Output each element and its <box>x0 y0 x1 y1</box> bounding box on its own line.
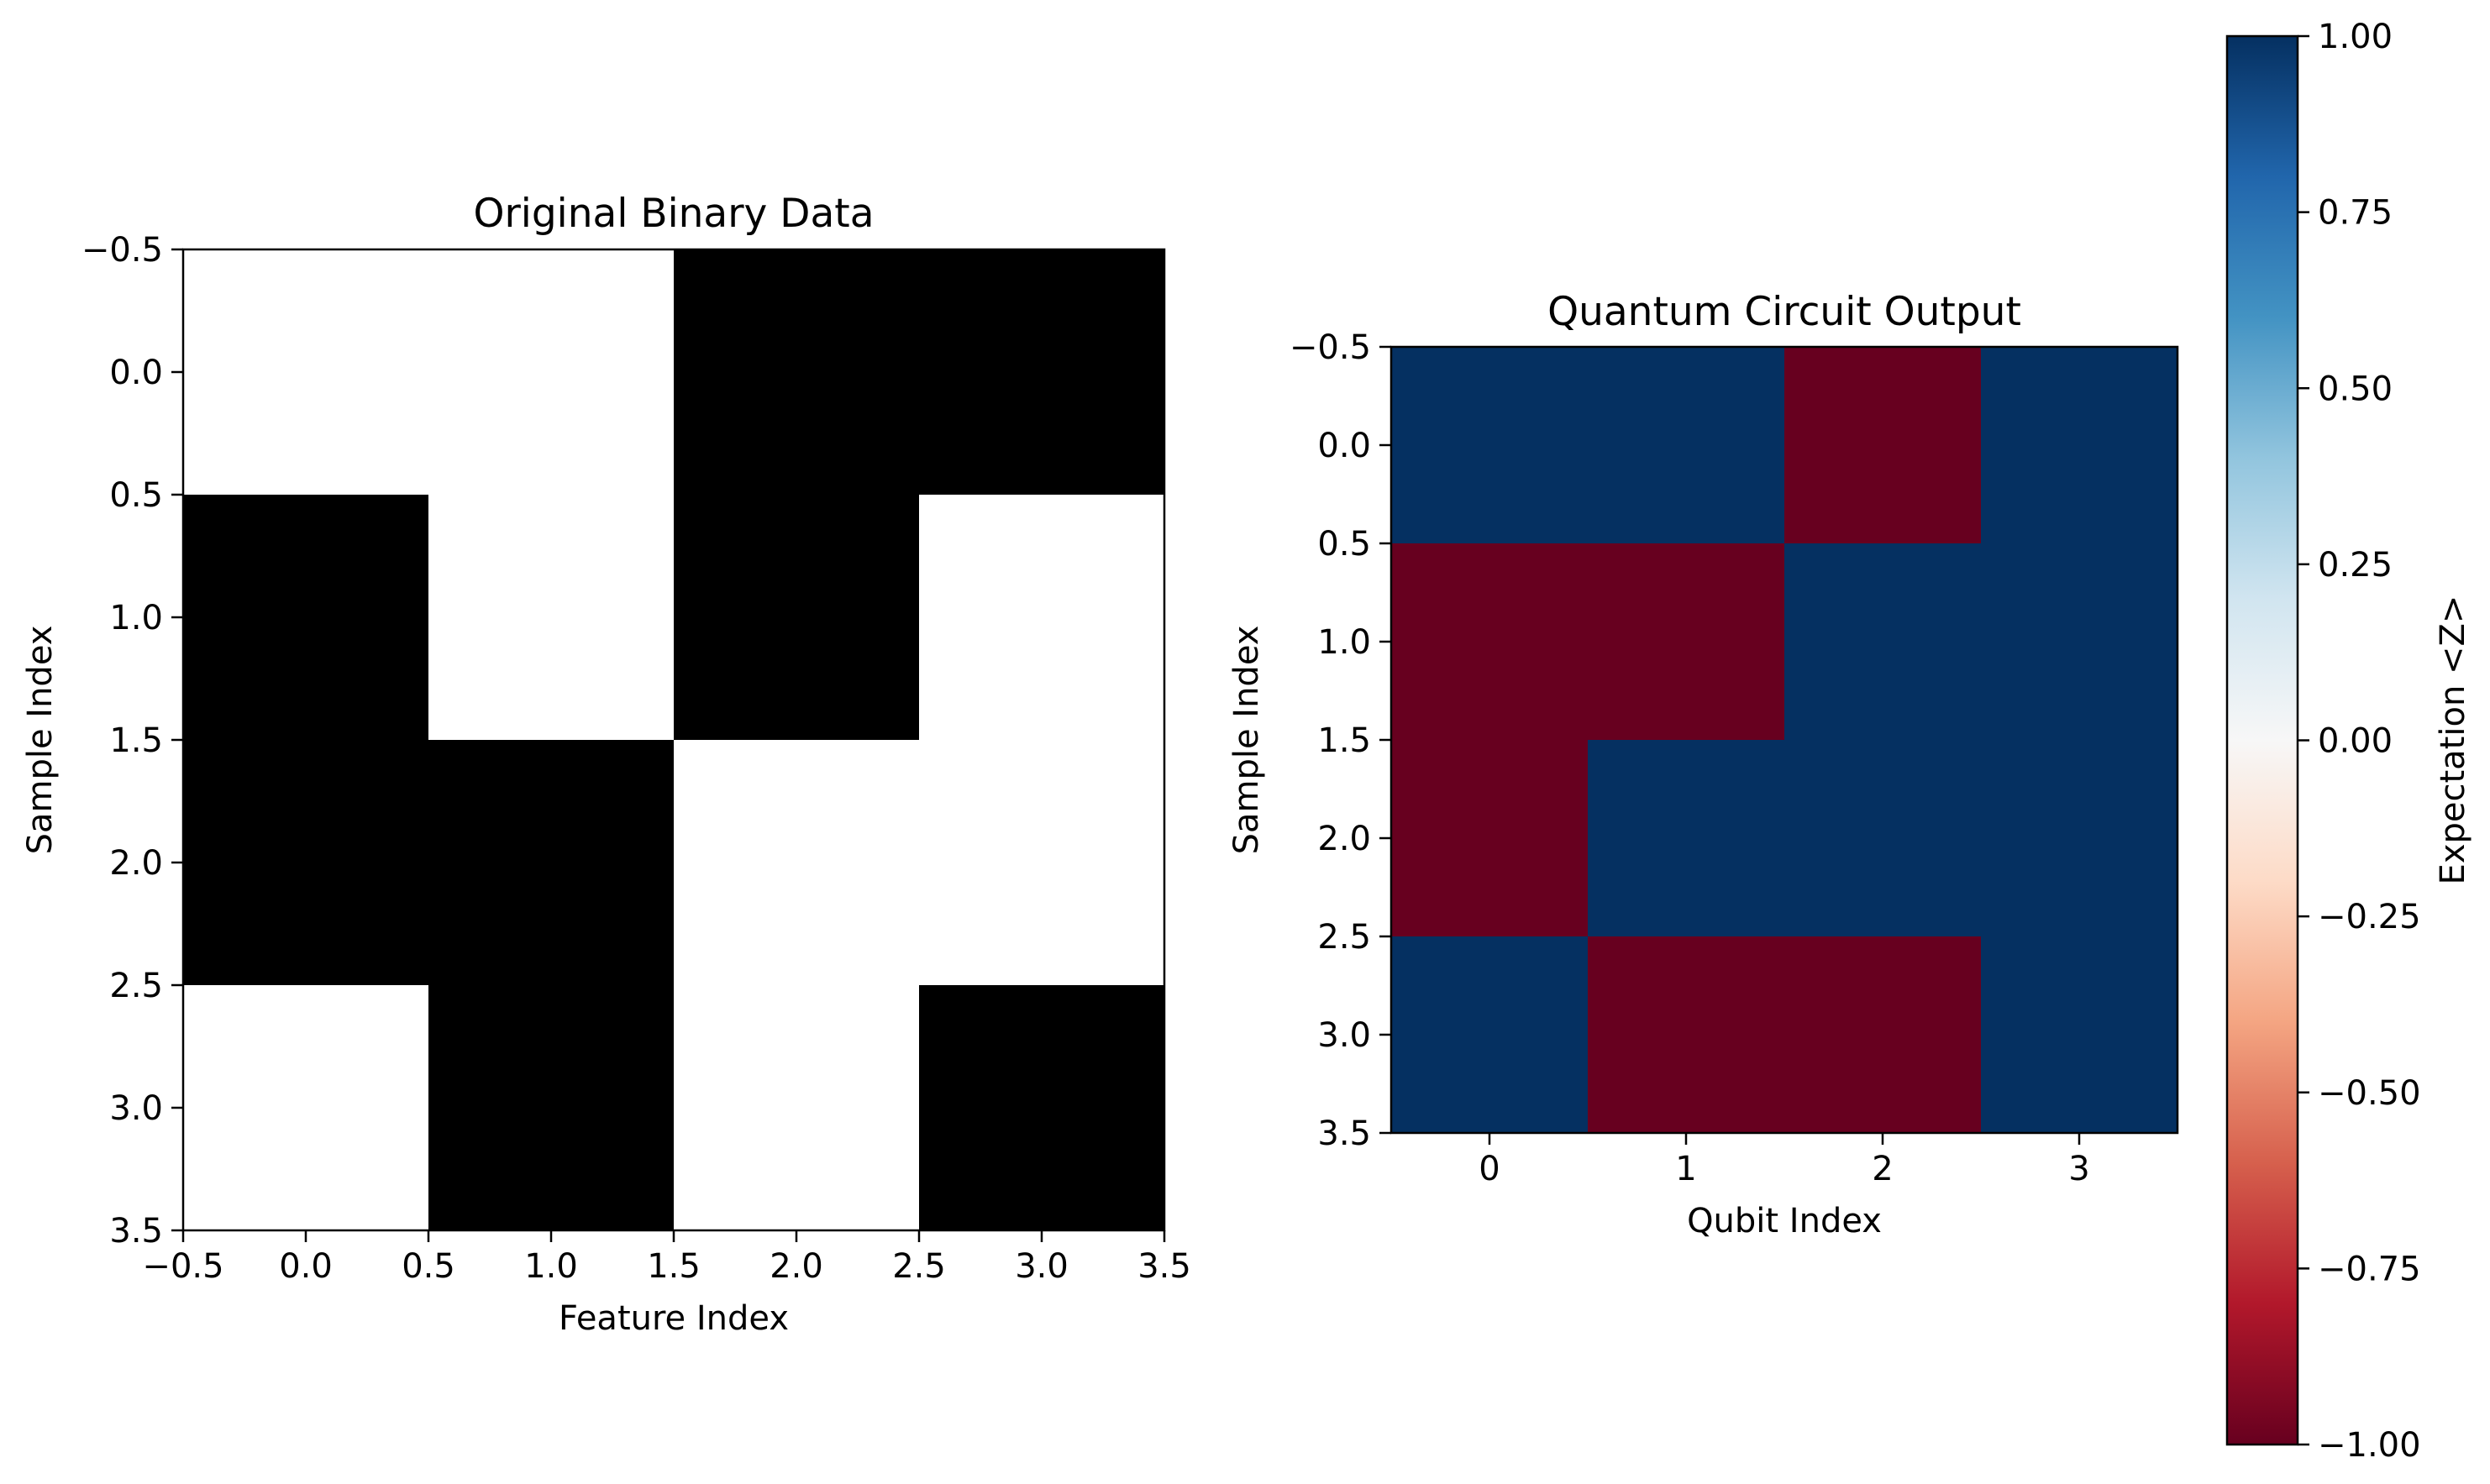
y-tick-label: 1.0 <box>1317 623 1371 662</box>
heatmap-cell <box>1588 936 1785 1134</box>
y-tick-label: −0.5 <box>1290 328 1371 367</box>
x-tick-label: 3.0 <box>1015 1247 1069 1286</box>
colorbar-gradient <box>2225 34 2299 1446</box>
x-tick-label: 2 <box>1872 1150 1893 1188</box>
y-tick-label: 2.5 <box>1317 918 1371 957</box>
heatmap-cell <box>428 985 675 1231</box>
quantum-heatmap-ylabel: Sample Index <box>1227 626 1266 855</box>
colorbar-tick-label: 0.00 <box>2318 722 2393 761</box>
heatmap-cell <box>674 495 920 741</box>
colorbar-tick-label: −0.25 <box>2318 898 2421 936</box>
heatmap-cell <box>1784 347 1982 544</box>
heatmap-cell <box>1784 543 1982 741</box>
heatmap-cell <box>428 495 675 741</box>
heatmap-cell <box>919 495 1165 741</box>
y-tick-label: 2.0 <box>109 844 163 883</box>
x-tick-label: 3.5 <box>1137 1247 1191 1286</box>
heatmap-cell <box>919 740 1165 986</box>
x-tick-label: 0.0 <box>279 1247 333 1286</box>
x-tick-label: 1.0 <box>524 1247 578 1286</box>
x-tick-label: 2.0 <box>770 1247 823 1286</box>
binary-data-heatmap: Original Binary Data −0.5 0.0 0.5 1.0 1.5 2.0… <box>21 191 1191 1338</box>
x-tick-label: 1.5 <box>647 1247 701 1286</box>
colorbar-tick-label: −0.75 <box>2318 1250 2421 1288</box>
colorbar-tick-label: 1.00 <box>2318 18 2393 56</box>
y-tick-label: 1.5 <box>109 721 163 760</box>
colorbar-tick-label: −0.50 <box>2318 1074 2421 1113</box>
colorbar-tick-label: 0.50 <box>2318 370 2393 408</box>
heatmap-cell <box>1391 936 1589 1134</box>
y-tick-label: 3.0 <box>1317 1016 1371 1055</box>
y-tick-label: −0.5 <box>81 231 163 270</box>
heatmap-cell <box>1784 740 1982 937</box>
y-tick-label: 3.5 <box>109 1212 163 1251</box>
colorbar-tick-label: −1.00 <box>2318 1426 2421 1465</box>
heatmap-cell <box>183 249 429 496</box>
y-tick-label: 0.0 <box>1317 427 1371 465</box>
x-tick-label: −0.5 <box>142 1247 223 1286</box>
y-tick-label: 3.0 <box>109 1089 163 1128</box>
heatmap-cell <box>674 985 920 1231</box>
x-tick-label: 3 <box>2068 1150 2089 1188</box>
heatmap-cell <box>1981 347 2178 544</box>
colorbar: 1.00 0.75 0.50 0.25 0.00 −0.25 −0.50 −0.75 −1.00… <box>2225 18 2472 1465</box>
heatmap-cell <box>183 740 429 986</box>
y-tick-label: 2.5 <box>109 967 163 1005</box>
quantum-heatmap-title: Quantum Circuit Output <box>1547 289 2021 335</box>
heatmap-cell <box>1981 543 2178 741</box>
heatmap-cell <box>674 740 920 986</box>
y-tick-label: 0.5 <box>109 476 163 515</box>
y-tick-label: 1.0 <box>109 599 163 637</box>
heatmap-cell <box>183 495 429 741</box>
colorbar-tick-label: 0.25 <box>2318 546 2393 585</box>
quantum-heatmap-xlabel: Qubit Index <box>1687 1202 1882 1240</box>
y-tick-label: 2.0 <box>1317 820 1371 858</box>
y-tick-label: 3.5 <box>1317 1114 1371 1153</box>
heatmap-cell <box>1588 543 1785 741</box>
y-tick-label: 0.5 <box>1317 525 1371 564</box>
heatmap-cell <box>1391 347 1589 544</box>
x-tick-label: 0.5 <box>402 1247 455 1286</box>
quantum-output-heatmap: Quantum Circuit Output 0 1 2 3 −0.5 0.0 0.5 1.… <box>1227 289 2179 1240</box>
binary-heatmap-xlabel: Feature Index <box>559 1299 789 1338</box>
heatmap-cell <box>1588 347 1785 544</box>
heatmap-cell <box>919 985 1165 1231</box>
heatmap-cell <box>1391 740 1589 937</box>
x-tick-label: 0 <box>1479 1150 1500 1188</box>
colorbar-tick-label: 0.75 <box>2318 194 2393 233</box>
heatmap-cell <box>674 249 920 496</box>
heatmap-cell <box>1391 543 1589 741</box>
y-tick-label: 0.0 <box>109 354 163 392</box>
heatmap-cell <box>183 985 429 1231</box>
heatmap-cell <box>1981 936 2178 1134</box>
heatmap-cell <box>1588 740 1785 937</box>
heatmap-cell <box>428 249 675 496</box>
heatmap-cell <box>1981 740 2178 937</box>
binary-heatmap-title: Original Binary Data <box>473 191 874 237</box>
heatmap-cell <box>428 740 675 986</box>
binary-heatmap-ylabel: Sample Index <box>21 626 60 855</box>
heatmap-cell <box>1784 936 1982 1134</box>
x-tick-label: 1 <box>1675 1150 1696 1188</box>
heatmap-cell <box>919 249 1165 496</box>
x-tick-label: 2.5 <box>892 1247 946 1286</box>
colorbar-label: Expectation <Z> <box>2434 595 2472 885</box>
y-tick-label: 1.5 <box>1317 721 1371 760</box>
